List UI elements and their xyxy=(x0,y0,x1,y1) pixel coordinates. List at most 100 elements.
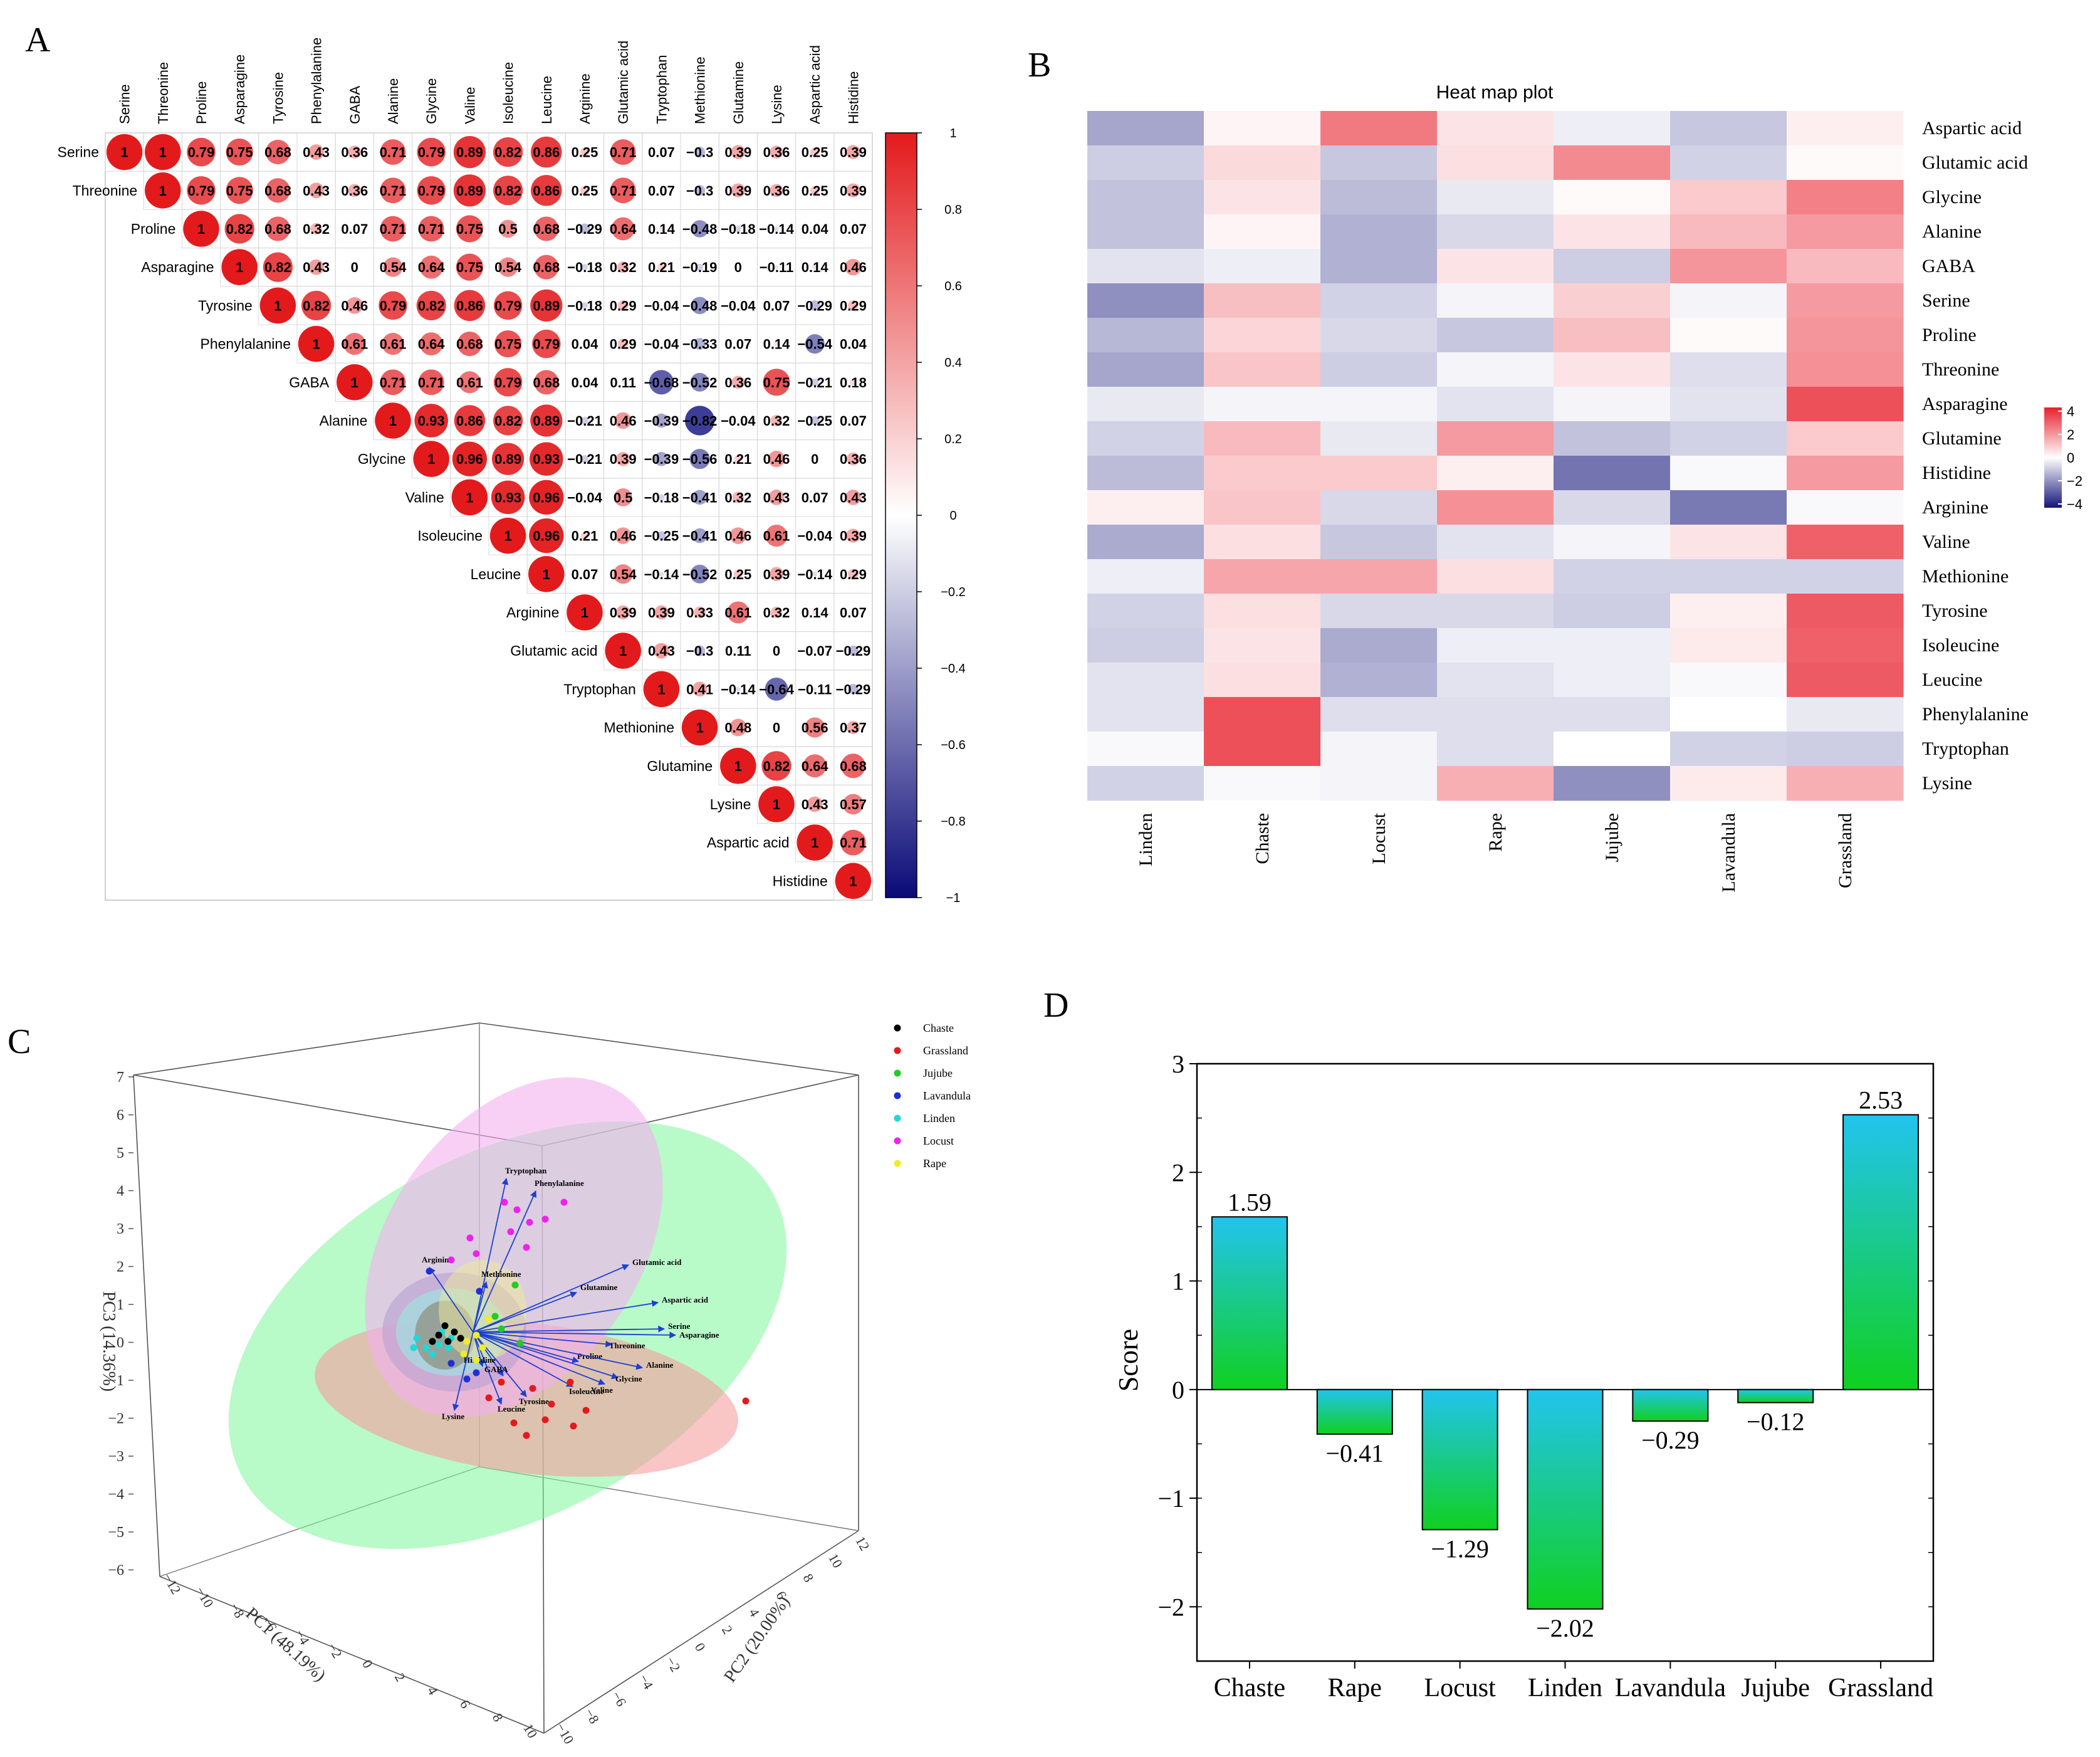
heatmap-cell xyxy=(1554,111,1671,146)
heatmap-legend-label: 0 xyxy=(2067,450,2074,466)
corr-circle xyxy=(797,824,833,861)
corr-value: −0.33 xyxy=(682,337,718,352)
pca-z-tick-label: −6 xyxy=(108,1563,124,1579)
corr-value: 0.07 xyxy=(840,221,867,237)
corr-value: 0.71 xyxy=(380,183,407,199)
heatmap-cell xyxy=(1087,697,1204,732)
heatmap-cell xyxy=(1787,318,1904,353)
corr-circle xyxy=(493,406,523,436)
pca-point xyxy=(476,1288,483,1295)
heatmap-row-label: Tyrosine xyxy=(1922,601,1988,621)
heatmap-cell xyxy=(1787,214,1904,249)
corr-row-label: Arginine xyxy=(506,604,559,621)
heatmap-cell xyxy=(1437,456,1554,491)
corr-circle xyxy=(654,451,669,466)
pca-point xyxy=(507,1228,515,1235)
pca-point xyxy=(463,1375,471,1383)
heatmap-cell xyxy=(1437,732,1554,767)
corr-circle xyxy=(617,338,629,349)
corr-row-label: Phenylalanine xyxy=(200,336,291,352)
corr-circle xyxy=(499,219,517,238)
corr-value: 0 xyxy=(773,643,780,659)
heatmap-cell xyxy=(1437,594,1554,629)
corr-colorbar-tick-label: −0.6 xyxy=(941,738,965,752)
heatmap-cell xyxy=(1554,663,1671,698)
heatmap-cell xyxy=(1320,628,1438,663)
heatmap-cell xyxy=(1554,766,1671,801)
pca-loading-label: Glutamic acid xyxy=(632,1257,682,1267)
pca-legend-marker xyxy=(894,1069,901,1077)
corr-circle xyxy=(531,175,562,206)
corr-row-label: Tryptophan xyxy=(563,681,636,697)
corr-circle xyxy=(848,300,859,311)
corr-circle xyxy=(654,413,669,428)
pca-legend-marker xyxy=(894,1115,901,1122)
heatmap-cell xyxy=(1437,387,1554,422)
pca-point xyxy=(460,1350,468,1358)
heatmap-cell xyxy=(1670,283,1787,318)
corr-circle xyxy=(265,216,290,241)
corr-value: 1 xyxy=(389,413,397,429)
pca-y-tick-label: −4 xyxy=(635,1671,656,1692)
pca-z-axis-label: PC3 (14.36%) xyxy=(99,1291,118,1392)
heatmap-cell xyxy=(1670,559,1787,594)
bar-jujube xyxy=(1737,1388,1814,1403)
pca-loading-arrow xyxy=(473,1325,666,1333)
corr-circle xyxy=(183,211,219,247)
corr-value: 0.5 xyxy=(614,490,633,505)
heatmap-row-label: Histidine xyxy=(1922,463,1991,483)
corr-col-label: Serine xyxy=(117,84,133,124)
corr-value: 0.96 xyxy=(533,528,560,544)
corr-value: 0.68 xyxy=(840,758,867,774)
pca-point xyxy=(473,1369,480,1377)
pca-loading-label: Leucine xyxy=(498,1404,525,1413)
pca-legend-label: Jujube xyxy=(923,1067,953,1079)
corr-circle xyxy=(696,263,704,271)
heatmap-cell xyxy=(1554,352,1671,387)
corr-circle xyxy=(769,567,784,582)
heatmap-cell xyxy=(1787,766,1904,801)
corr-circle xyxy=(812,609,818,616)
pca-loading-arrow xyxy=(473,1331,580,1363)
heatmap-cell xyxy=(1670,145,1787,181)
corr-value: −0.29 xyxy=(797,298,832,313)
heatmap-cell xyxy=(1787,732,1904,767)
corr-value: 0.18 xyxy=(840,375,867,391)
pca-loading-label: Alanine xyxy=(646,1360,674,1370)
corr-circle xyxy=(494,330,522,358)
bar-lavandula xyxy=(1632,1388,1709,1422)
bar-category-label: Chaste xyxy=(1214,1674,1285,1702)
corr-circle xyxy=(763,369,790,396)
pca-point xyxy=(473,1331,480,1339)
pca-point xyxy=(422,1344,430,1351)
corr-col-label: Valine xyxy=(462,87,478,124)
corr-circle xyxy=(731,145,746,159)
corr-value: −0.04 xyxy=(797,528,832,544)
corr-value: 0.39 xyxy=(840,528,867,544)
corr-value: −0.48 xyxy=(682,298,718,313)
corr-circle xyxy=(263,252,293,282)
corr-circle xyxy=(458,371,481,394)
heatmap-row-label: Proline xyxy=(1922,325,1977,345)
corr-value: 1 xyxy=(120,145,128,160)
pca-legend-marker xyxy=(894,1047,901,1054)
bar-rape xyxy=(1316,1388,1393,1435)
heatmap-cell xyxy=(1320,525,1438,560)
corr-col-label: Methionine xyxy=(692,56,708,124)
heatmap-cell xyxy=(1204,628,1321,663)
heatmap-cell xyxy=(1554,628,1671,663)
corr-circle xyxy=(847,452,860,466)
corr-col-label: Threonine xyxy=(155,62,171,124)
bar-category-label: Locust xyxy=(1424,1674,1496,1702)
corr-value: −0.14 xyxy=(759,221,794,237)
corr-circle xyxy=(812,265,818,270)
corr-circle xyxy=(835,863,872,899)
heatmap-cell xyxy=(1554,456,1671,491)
corr-value: 0.61 xyxy=(341,337,368,352)
corr-circle xyxy=(414,404,448,438)
pca-box-edge xyxy=(133,1074,160,1577)
corr-circle xyxy=(353,266,356,269)
heatmap-cell xyxy=(1670,249,1787,284)
corr-row-label: Leucine xyxy=(471,566,521,582)
corr-circle xyxy=(493,176,523,206)
